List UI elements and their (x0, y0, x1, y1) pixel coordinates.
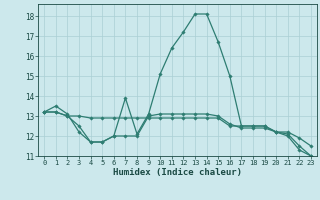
X-axis label: Humidex (Indice chaleur): Humidex (Indice chaleur) (113, 168, 242, 177)
